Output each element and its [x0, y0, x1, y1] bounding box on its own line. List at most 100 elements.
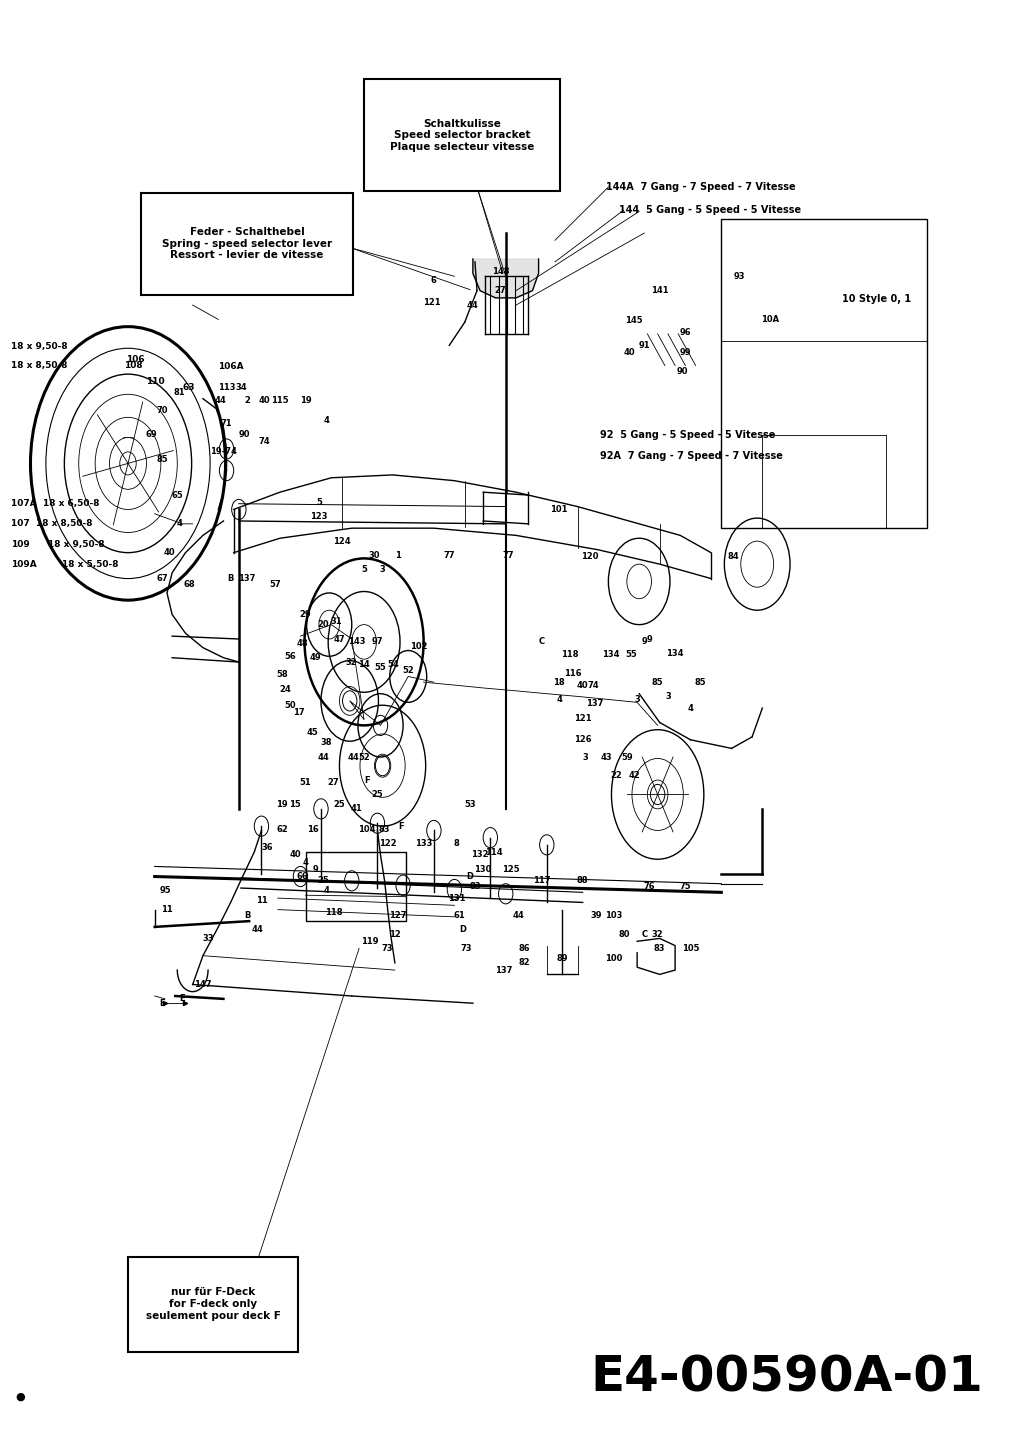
Text: 92A  7 Gang - 7 Speed - 7 Vitesse: 92A 7 Gang - 7 Speed - 7 Vitesse	[601, 451, 783, 461]
Text: 47: 47	[333, 634, 346, 643]
Text: 44: 44	[348, 753, 360, 762]
Text: B: B	[227, 574, 234, 582]
Text: 52: 52	[358, 753, 369, 762]
Text: 121: 121	[574, 714, 591, 722]
Text: 97: 97	[372, 637, 383, 646]
Text: 54: 54	[387, 660, 398, 669]
Text: 107  18 x 8,50-8: 107 18 x 8,50-8	[11, 519, 93, 529]
Text: 9: 9	[647, 634, 652, 643]
Text: 144A  7 Gang - 7 Speed - 7 Vitesse: 144A 7 Gang - 7 Speed - 7 Vitesse	[607, 182, 796, 192]
Text: 147: 147	[194, 980, 212, 988]
Text: 76: 76	[644, 881, 655, 892]
Text: 9: 9	[642, 637, 647, 646]
Text: 82: 82	[518, 958, 530, 967]
Text: 90: 90	[238, 431, 250, 439]
Text: 124: 124	[332, 536, 350, 546]
Text: 107A  18 x 6,50-8: 107A 18 x 6,50-8	[11, 499, 99, 509]
Text: 66: 66	[296, 871, 309, 881]
Text: 77: 77	[444, 551, 455, 561]
Text: 2: 2	[245, 396, 250, 405]
Text: ●: ●	[15, 1392, 25, 1402]
Text: 83: 83	[654, 944, 666, 954]
Text: 125: 125	[502, 864, 520, 874]
Text: 133: 133	[415, 840, 432, 848]
Text: 27: 27	[494, 286, 507, 295]
Text: E: E	[180, 994, 185, 1003]
Text: 50: 50	[285, 701, 296, 709]
Text: 131: 131	[448, 893, 465, 903]
Text: 10A: 10A	[762, 315, 779, 324]
Text: 4: 4	[176, 519, 183, 529]
Text: 96: 96	[679, 328, 691, 337]
Text: 40: 40	[290, 851, 301, 860]
Text: 134: 134	[602, 650, 619, 659]
Text: F: F	[398, 822, 404, 831]
Text: 109: 109	[11, 539, 30, 549]
Text: 117: 117	[533, 876, 550, 886]
Text: 57: 57	[269, 579, 281, 588]
Text: 4: 4	[302, 858, 309, 867]
Text: 27: 27	[327, 779, 340, 788]
FancyBboxPatch shape	[364, 79, 560, 191]
Text: nur für F-Deck
for F-deck only
seulement pour deck F: nur für F-Deck for F-deck only seulement…	[146, 1287, 281, 1321]
Text: 89: 89	[556, 954, 568, 962]
Text: 148: 148	[492, 267, 510, 276]
Text: 30: 30	[368, 551, 380, 561]
Text: 84: 84	[728, 552, 739, 562]
Text: 145: 145	[625, 316, 643, 325]
Text: 44: 44	[512, 910, 524, 920]
Text: 44: 44	[252, 925, 263, 935]
Text: 44: 44	[317, 753, 329, 762]
Text: 121: 121	[423, 298, 441, 306]
Text: 108: 108	[124, 361, 142, 370]
Text: 85: 85	[652, 678, 664, 686]
Text: 74: 74	[587, 681, 599, 689]
Text: 25: 25	[372, 790, 383, 799]
Text: 106A: 106A	[219, 363, 244, 371]
Text: 63: 63	[183, 383, 195, 392]
Text: 71: 71	[221, 419, 232, 428]
Text: 122: 122	[379, 840, 396, 848]
Text: C: C	[539, 637, 545, 646]
Text: Feder - Schalthebel
Spring - speed selector lever
Ressort - levier de vitesse: Feder - Schalthebel Spring - speed selec…	[162, 227, 332, 260]
Text: 68: 68	[184, 579, 195, 588]
Text: 62: 62	[277, 825, 288, 834]
Text: 137: 137	[238, 574, 256, 582]
Text: 103: 103	[605, 910, 622, 920]
Text: 18 x 5,50-8: 18 x 5,50-8	[62, 559, 119, 569]
Text: 86: 86	[518, 944, 530, 954]
Text: 32: 32	[652, 929, 664, 939]
Text: 18 x 9,50-8: 18 x 9,50-8	[47, 539, 104, 549]
Text: 17: 17	[293, 708, 304, 717]
Text: 31: 31	[330, 617, 343, 626]
Text: 83: 83	[379, 825, 390, 834]
Text: 38: 38	[320, 738, 332, 747]
Bar	[305, 853, 407, 920]
Text: 127: 127	[389, 910, 407, 920]
Text: 85: 85	[156, 455, 167, 464]
Text: 25: 25	[333, 801, 346, 809]
Text: 20: 20	[317, 620, 329, 629]
Text: 144  5 Gang - 5 Speed - 5 Vitesse: 144 5 Gang - 5 Speed - 5 Vitesse	[618, 205, 801, 215]
Text: 8: 8	[454, 840, 459, 848]
Text: 39: 39	[590, 910, 602, 920]
Text: 4: 4	[556, 695, 562, 704]
Text: 11: 11	[256, 896, 267, 906]
Text: 34: 34	[235, 383, 247, 392]
Text: 69: 69	[146, 431, 158, 439]
Text: 42: 42	[628, 772, 640, 780]
Text: 48: 48	[296, 639, 309, 647]
Text: 137: 137	[495, 965, 512, 974]
Text: 40: 40	[163, 548, 174, 558]
Text: D: D	[466, 871, 474, 881]
Text: 56: 56	[284, 652, 296, 660]
Text: 44: 44	[215, 396, 226, 405]
Text: 118: 118	[560, 650, 578, 659]
Text: 40: 40	[623, 348, 635, 357]
Text: 4: 4	[323, 416, 329, 425]
Text: 109A: 109A	[11, 559, 37, 569]
Text: 141: 141	[651, 286, 669, 295]
Text: 80: 80	[618, 929, 630, 939]
Text: 18: 18	[553, 678, 565, 686]
Text: 91: 91	[639, 341, 650, 350]
